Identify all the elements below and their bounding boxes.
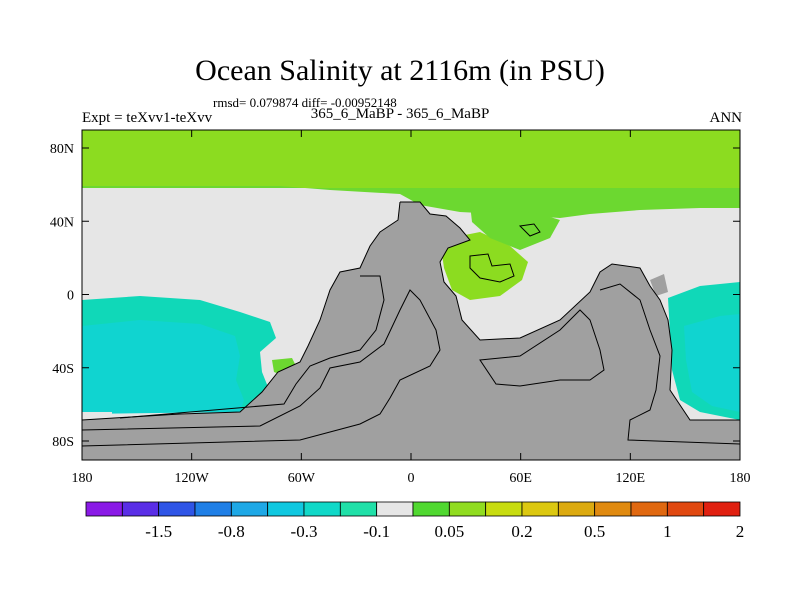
field-tethys-positive <box>440 232 528 300</box>
colorbar-label: 0.05 <box>434 522 464 541</box>
colorbar-box <box>267 501 305 517</box>
case-label: 365_6_MaBP - 365_6_MaBP <box>310 106 490 122</box>
colorbar-box <box>703 501 741 517</box>
y-tick-label: 40N <box>50 215 74 230</box>
colorbar: -1.5 -0.8 -0.3 -0.1 0.05 0.2 0.5 1 2 <box>85 501 745 541</box>
colorbar-box <box>194 501 232 517</box>
coastline-inner-1 <box>119 275 385 419</box>
colorbar-box <box>230 501 269 517</box>
coastline-south-inner <box>479 309 605 387</box>
field-arctic-positive <box>82 130 740 188</box>
x-axis: 180 120W 60W 0 60E 120E 180 <box>72 130 751 486</box>
coastline-north-inner <box>518 223 541 237</box>
colorbar-box <box>485 501 523 517</box>
x-tick-label: 60W <box>288 471 316 486</box>
colorbar-box <box>303 501 341 517</box>
land-continent-main <box>82 202 740 460</box>
land-far-east <box>650 274 668 296</box>
x-tick-label: 0 <box>408 471 415 486</box>
colorbar-box <box>557 501 596 517</box>
colorbar-label: -0.8 <box>218 522 245 541</box>
field-tethys-positive-2 <box>470 204 560 250</box>
colorbar-box <box>448 501 487 517</box>
colorbar-box <box>339 501 378 517</box>
colorbar-label: 2 <box>736 522 745 541</box>
colorbar-label: 1 <box>663 522 672 541</box>
coastline-east-inner <box>599 283 740 445</box>
colorbar-box <box>121 501 160 517</box>
colorbar-box <box>594 501 632 517</box>
plot-title: Ocean Salinity at 2116m (in PSU) <box>195 54 605 87</box>
colorbar-label: 0.5 <box>584 522 605 541</box>
colorbar-box <box>521 501 559 517</box>
colorbar-box <box>85 501 123 517</box>
coastline-main <box>400 201 740 421</box>
experiment-label: Expt = teXvv1-teXvv <box>82 110 213 126</box>
colorbar-box <box>630 501 668 517</box>
colorbar-label: 0.2 <box>511 522 532 541</box>
field-east-negative-core <box>684 314 740 412</box>
coastline-inner-2 <box>82 289 441 447</box>
colorbar-box <box>376 501 414 517</box>
coastline-tethys <box>469 253 515 283</box>
x-tick-label: 120W <box>175 471 210 486</box>
stats-label: rmsd= 0.079874 diff= -0.00952148 <box>213 95 397 110</box>
y-tick-label: 80N <box>50 142 74 157</box>
season-label: ANN <box>709 110 743 126</box>
field-southern-strip <box>82 412 112 420</box>
map-field <box>82 130 740 460</box>
field-north-positive <box>82 186 740 218</box>
y-tick-label: 40S <box>52 362 74 377</box>
x-tick-label: 60E <box>509 471 532 486</box>
x-tick-label: 180 <box>730 471 751 486</box>
colorbar-box <box>666 501 705 517</box>
colorbar-label: -0.1 <box>363 522 390 541</box>
field-south-pacific-negative-core <box>82 320 244 414</box>
y-tick-label: 0 <box>67 289 74 304</box>
coastline-west <box>82 201 401 421</box>
colorbar-label: -1.5 <box>145 522 172 541</box>
colorbar-box <box>158 501 196 517</box>
x-tick-label: 120E <box>616 471 646 486</box>
y-axis: 80N 40N 0 40S 80S <box>50 142 740 450</box>
colorbar-label: -0.3 <box>291 522 318 541</box>
x-tick-label: 180 <box>72 471 93 486</box>
y-tick-label: 80S <box>52 435 74 450</box>
colorbar-box <box>412 501 450 517</box>
